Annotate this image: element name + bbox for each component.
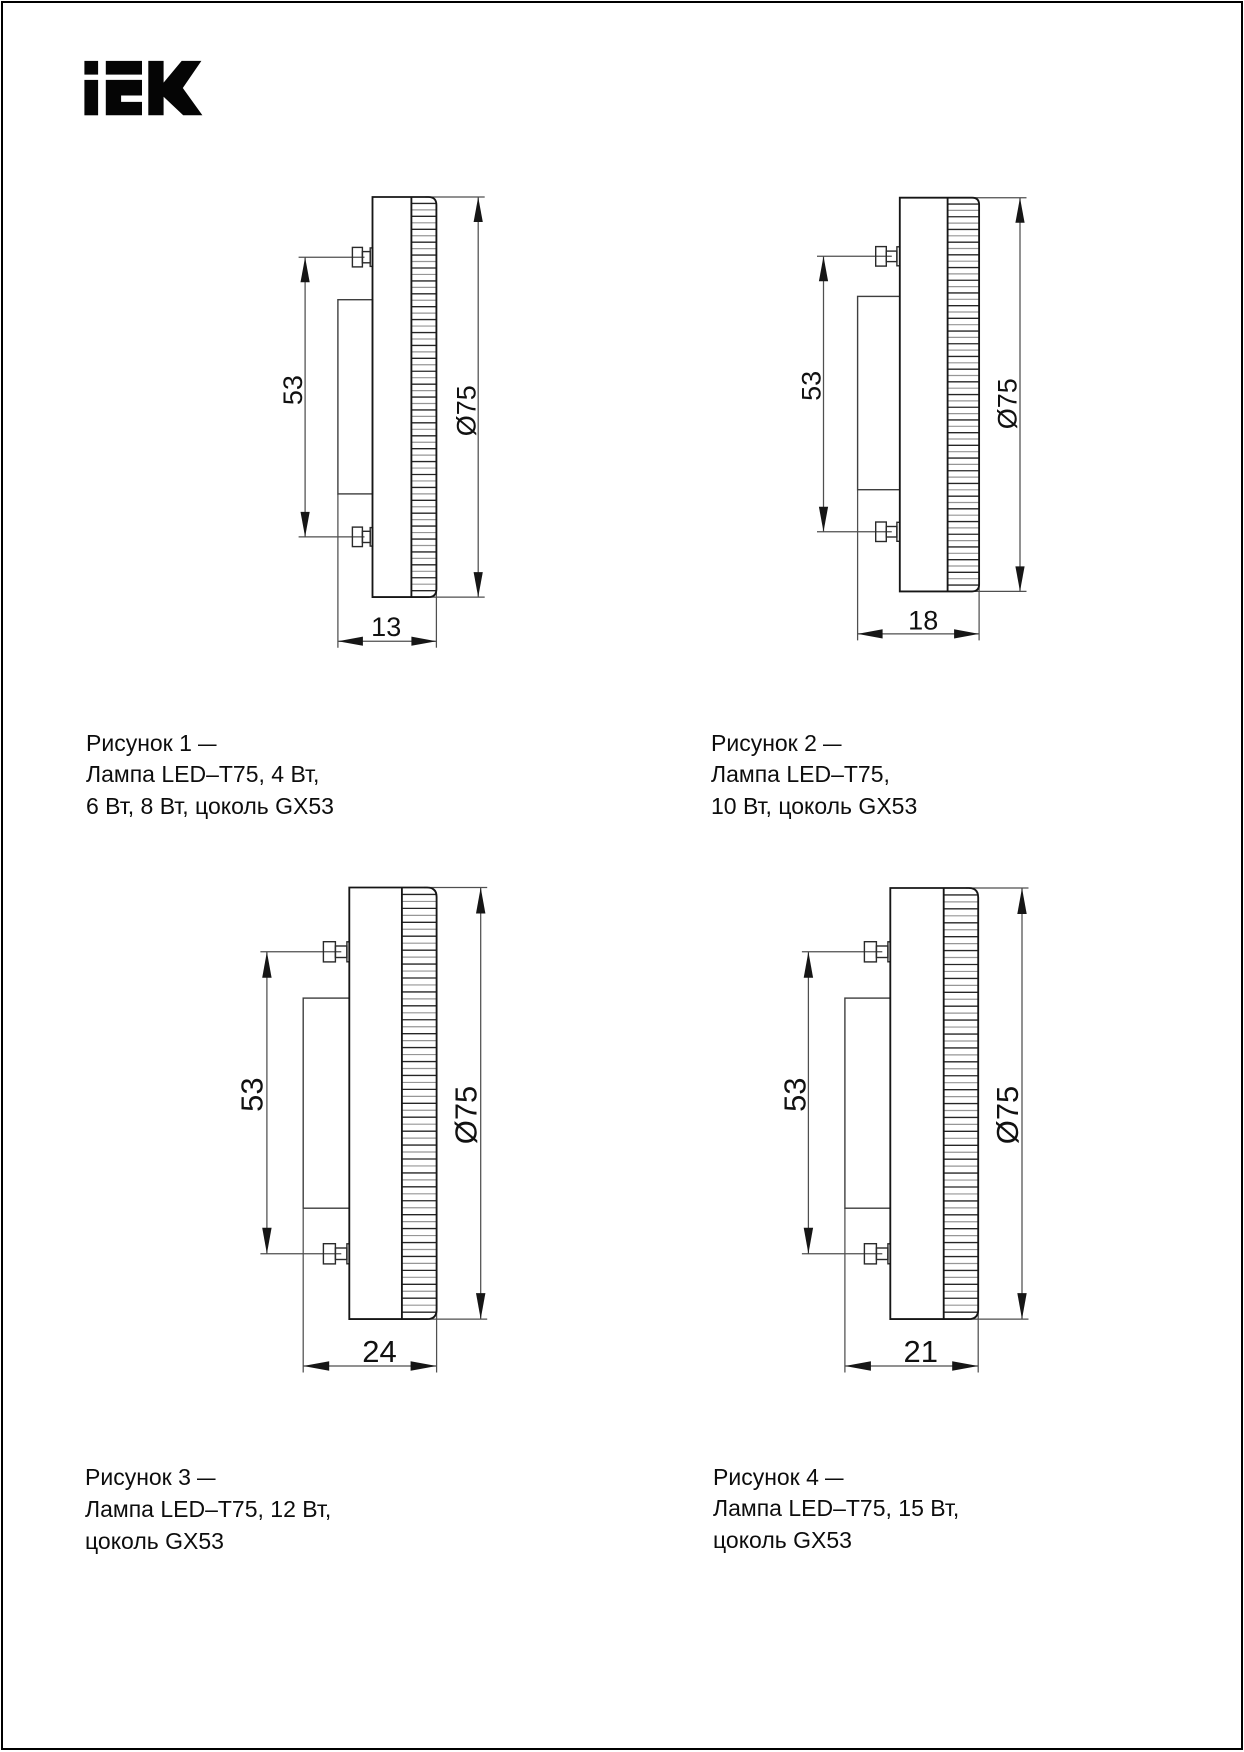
svg-text:53: 53 (235, 1077, 270, 1111)
svg-text:21: 21 (903, 1334, 937, 1369)
svg-text:18: 18 (908, 606, 938, 636)
svg-text:24: 24 (362, 1334, 396, 1369)
svg-text:Ø75: Ø75 (992, 378, 1022, 429)
svg-text:13: 13 (371, 612, 401, 642)
svg-text:Ø75: Ø75 (990, 1086, 1025, 1145)
svg-text:Ø75: Ø75 (449, 1086, 484, 1145)
svg-text:53: 53 (797, 371, 827, 401)
svg-text:53: 53 (278, 375, 308, 405)
svg-text:53: 53 (777, 1077, 812, 1111)
svg-text:Ø75: Ø75 (451, 385, 481, 436)
